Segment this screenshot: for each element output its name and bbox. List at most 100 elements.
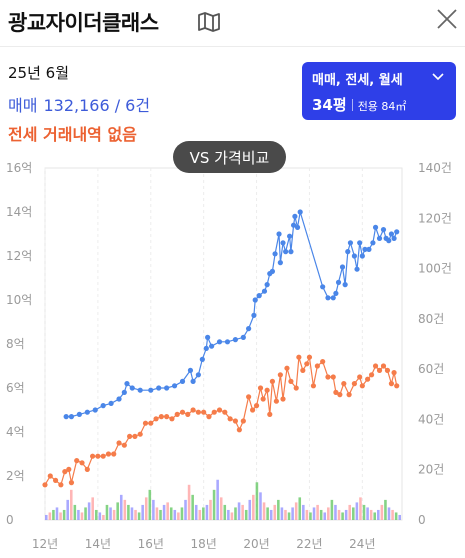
trade-point[interactable] bbox=[342, 282, 348, 288]
lease-point[interactable] bbox=[273, 398, 279, 404]
trade-point[interactable] bbox=[370, 240, 376, 246]
trade-point[interactable] bbox=[292, 213, 298, 219]
lease-point[interactable] bbox=[357, 374, 363, 380]
lease-point[interactable] bbox=[293, 385, 299, 391]
lease-point[interactable] bbox=[240, 418, 246, 424]
lease-point[interactable] bbox=[179, 409, 186, 415]
lease-point[interactable] bbox=[105, 451, 112, 457]
trade-point[interactable] bbox=[246, 326, 252, 332]
trade-point[interactable] bbox=[216, 339, 223, 345]
trade-point[interactable] bbox=[372, 224, 379, 230]
trade-point[interactable] bbox=[272, 251, 278, 257]
trade-point[interactable] bbox=[277, 260, 283, 266]
lease-point[interactable] bbox=[337, 392, 343, 398]
trade-point[interactable] bbox=[156, 385, 162, 391]
lease-point[interactable] bbox=[388, 381, 395, 387]
lease-point[interactable] bbox=[116, 440, 122, 446]
trade-point[interactable] bbox=[195, 372, 201, 378]
map-icon[interactable] bbox=[197, 11, 221, 33]
lease-point[interactable] bbox=[264, 387, 270, 393]
lease-point[interactable] bbox=[246, 394, 252, 400]
trade-point[interactable] bbox=[252, 297, 258, 303]
lease-point[interactable] bbox=[195, 409, 201, 415]
lease-point[interactable] bbox=[325, 374, 331, 380]
lease-point[interactable] bbox=[391, 370, 397, 376]
trade-point[interactable] bbox=[366, 246, 372, 252]
lease-point[interactable] bbox=[142, 420, 149, 426]
lease-point[interactable] bbox=[232, 418, 238, 424]
lease-point[interactable] bbox=[249, 407, 256, 413]
trade-point[interactable] bbox=[179, 378, 186, 384]
trade-point[interactable] bbox=[264, 282, 270, 288]
lease-point[interactable] bbox=[66, 466, 72, 472]
trade-point[interactable] bbox=[224, 339, 231, 345]
lease-point[interactable] bbox=[52, 477, 59, 483]
trade-point[interactable] bbox=[391, 235, 397, 241]
lease-point[interactable] bbox=[277, 372, 283, 378]
trade-point[interactable] bbox=[137, 387, 143, 393]
lease-point[interactable] bbox=[222, 409, 228, 415]
lease-point[interactable] bbox=[260, 396, 266, 402]
trade-point[interactable] bbox=[380, 227, 387, 233]
lease-point[interactable] bbox=[280, 396, 286, 402]
lease-point[interactable] bbox=[201, 409, 207, 415]
lease-point[interactable] bbox=[127, 433, 133, 439]
trade-point[interactable] bbox=[199, 356, 205, 362]
trade-point[interactable] bbox=[129, 385, 135, 391]
trade-point[interactable] bbox=[376, 235, 383, 241]
trade-point[interactable] bbox=[276, 231, 282, 237]
lease-point[interactable] bbox=[174, 411, 180, 417]
trade-point[interactable] bbox=[84, 409, 90, 415]
lease-point[interactable] bbox=[236, 427, 242, 433]
lease-point[interactable] bbox=[269, 378, 276, 384]
vs-compare-button[interactable]: VS 가격비교 bbox=[173, 141, 286, 173]
trade-point[interactable] bbox=[294, 224, 301, 230]
lease-point[interactable] bbox=[47, 473, 53, 479]
trade-point[interactable] bbox=[251, 312, 257, 318]
trade-point[interactable] bbox=[351, 253, 357, 259]
trade-point[interactable] bbox=[283, 249, 289, 255]
lease-point[interactable] bbox=[320, 359, 326, 365]
trade-point[interactable] bbox=[345, 249, 351, 255]
trade-point[interactable] bbox=[121, 389, 127, 395]
trade-point[interactable] bbox=[359, 253, 365, 259]
lease-point[interactable] bbox=[169, 416, 175, 422]
lease-point[interactable] bbox=[121, 442, 127, 448]
lease-point[interactable] bbox=[211, 409, 217, 415]
price-chart[interactable]: 0 2억 4억 6억 8억 10억 12억 14억 16억 0 20건 40건 60건 80건 100건 1… bbox=[0, 150, 465, 558]
lease-point[interactable] bbox=[394, 383, 400, 389]
lease-point[interactable] bbox=[257, 385, 264, 391]
lease-point[interactable] bbox=[206, 414, 212, 420]
trade-point[interactable] bbox=[76, 411, 82, 417]
lease-point[interactable] bbox=[132, 433, 138, 439]
trade-point[interactable] bbox=[330, 295, 336, 301]
lease-point[interactable] bbox=[368, 372, 375, 378]
lease-point[interactable] bbox=[90, 453, 96, 459]
lease-point[interactable] bbox=[359, 383, 365, 389]
trade-point[interactable] bbox=[256, 293, 262, 299]
lease-point[interactable] bbox=[288, 378, 294, 384]
lease-point[interactable] bbox=[153, 416, 159, 422]
lease-point[interactable] bbox=[111, 451, 117, 457]
trade-point[interactable] bbox=[287, 233, 293, 239]
trade-point[interactable] bbox=[297, 209, 303, 215]
trade-point[interactable] bbox=[335, 279, 342, 285]
lease-point[interactable] bbox=[284, 365, 290, 371]
trade-point[interactable] bbox=[288, 249, 294, 255]
trade-point[interactable] bbox=[261, 288, 268, 294]
trade-point[interactable] bbox=[388, 231, 395, 237]
trade-point[interactable] bbox=[232, 337, 238, 343]
lease-point[interactable] bbox=[296, 354, 302, 360]
lease-point[interactable] bbox=[300, 367, 306, 373]
lease-point[interactable] bbox=[216, 407, 223, 413]
trade-point[interactable] bbox=[187, 367, 194, 373]
lease-point[interactable] bbox=[365, 376, 371, 382]
trade-point[interactable] bbox=[394, 229, 400, 235]
lease-point[interactable] bbox=[341, 381, 347, 387]
lease-point[interactable] bbox=[164, 414, 170, 420]
lease-point[interactable] bbox=[253, 403, 260, 409]
lease-point[interactable] bbox=[267, 411, 273, 417]
lease-point[interactable] bbox=[137, 431, 143, 437]
trade-point[interactable] bbox=[148, 387, 154, 393]
lease-point[interactable] bbox=[346, 392, 352, 398]
